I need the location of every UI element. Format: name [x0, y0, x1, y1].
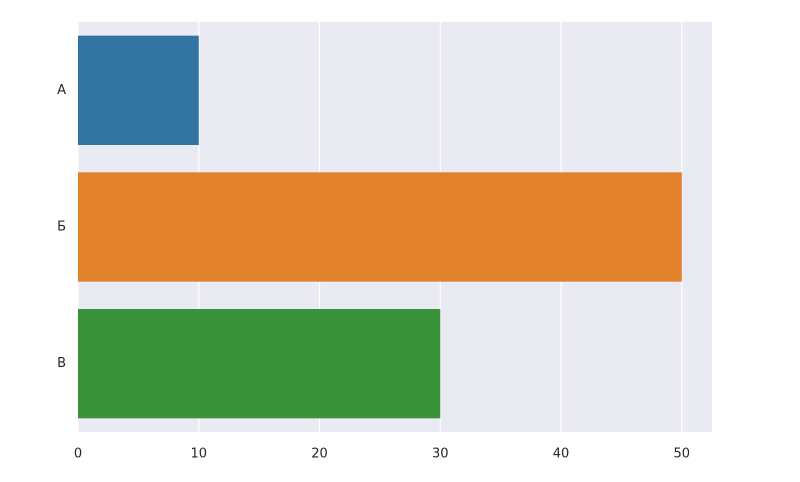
x-tick-label: 20	[311, 447, 328, 462]
bar	[78, 309, 441, 419]
y-tick-label: Б	[57, 220, 66, 235]
x-tick-label: 50	[674, 447, 691, 462]
x-tick-label: 10	[190, 447, 207, 462]
bar	[78, 172, 682, 282]
y-tick-label: А	[57, 83, 66, 98]
x-tick-label: 30	[432, 447, 449, 462]
x-tick-label: 40	[553, 447, 570, 462]
bar	[78, 35, 199, 145]
x-tick-label: 0	[74, 447, 82, 462]
y-tick-label: В	[57, 356, 66, 371]
